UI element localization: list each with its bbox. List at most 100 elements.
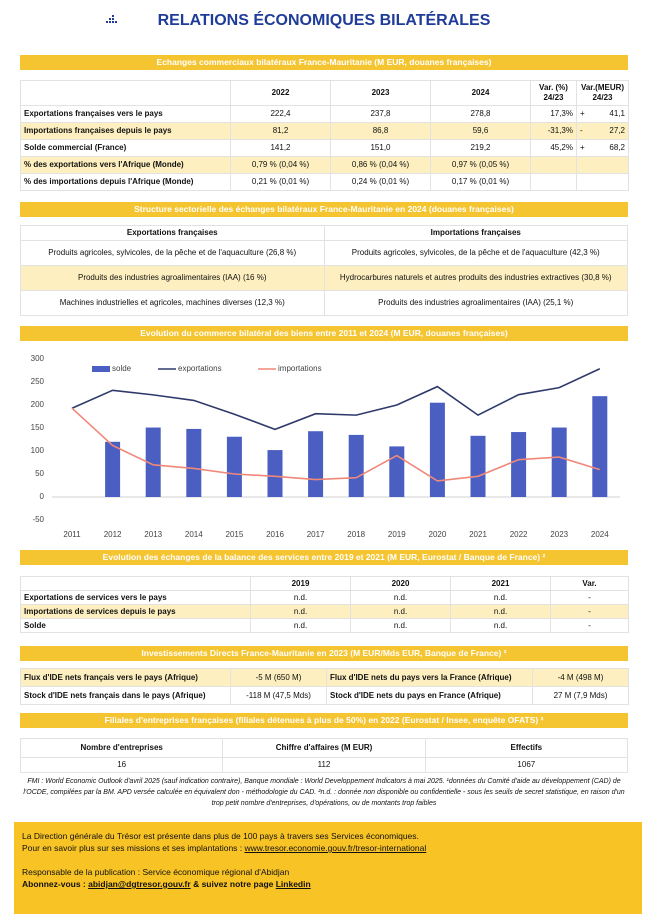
cell: 2020 xyxy=(350,576,451,591)
header-text: 24/23 xyxy=(592,93,613,102)
cell: Flux d'IDE nets français vers le pays (A… xyxy=(20,668,231,687)
email-link[interactable]: abidjan@dgtresor.gouv.fr xyxy=(88,879,191,889)
cell: 2021 xyxy=(450,576,551,591)
bar xyxy=(551,427,567,497)
cell: 112 xyxy=(222,757,426,773)
chart: -50 0 50 100 150 200 250 300 2011 2012 2013 2014 201… xyxy=(31,354,620,539)
legend-label: importations xyxy=(278,364,322,373)
cell: 237,8 xyxy=(330,105,431,123)
cell: +41,1 xyxy=(576,105,629,123)
cell xyxy=(576,156,629,174)
cell: 2022 xyxy=(230,80,331,106)
row: Produits agricoles, sylvicoles, de la pê… xyxy=(20,240,628,266)
cell: Exportations françaises vers le pays xyxy=(20,105,231,123)
row: Flux d'IDE nets français vers le pays (A… xyxy=(20,668,629,687)
row: Solde n.d. n.d. n.d. - xyxy=(20,618,629,633)
header-row: Exportations françaises Importations fran… xyxy=(20,225,628,241)
section-title: Evolution du commerce bilatéral des bien… xyxy=(20,326,628,341)
bar xyxy=(511,432,527,497)
cell: n.d. xyxy=(450,604,551,619)
cell: 222,4 xyxy=(230,105,331,123)
footer-line: Pour en savoir plus sur ses missions et … xyxy=(22,842,634,854)
x-tick-label: 2022 xyxy=(510,530,528,539)
trade-table: 2022 2023 2024 Var. (%) 24/23 Var.(MEUR) 24/23… xyxy=(20,80,629,191)
cell: n.d. xyxy=(450,590,551,605)
x-tick-label: 2019 xyxy=(388,530,406,539)
cell: Importations de services depuis le pays xyxy=(20,604,251,619)
cell: 1067 xyxy=(424,757,629,773)
cell xyxy=(530,173,577,191)
header-text: Var. (%) xyxy=(539,83,568,92)
x-tick-label: 2013 xyxy=(144,530,162,539)
cell: 151,0 xyxy=(330,139,431,157)
sectors-table: Exportations françaises Importations fran… xyxy=(20,225,628,316)
row: Produits des industries agroalimentaires… xyxy=(20,265,628,291)
cell: n.d. xyxy=(250,604,351,619)
x-tick-label: 2024 xyxy=(591,530,609,539)
cell: Importations françaises xyxy=(323,225,628,241)
bar xyxy=(429,402,445,497)
row: % des exportations vers l'Afrique (Monde… xyxy=(20,156,629,174)
cell: 0,97 % (0,05 %) xyxy=(430,156,531,174)
cell: Effectifs xyxy=(424,738,629,758)
footer-line: La Direction générale du Trésor est prés… xyxy=(22,831,419,841)
cell: Exportations de services vers le pays xyxy=(20,590,251,605)
y-tick-label: 150 xyxy=(31,423,45,432)
cell: 2023 xyxy=(330,80,431,106)
cell: Var. (%) 24/23 xyxy=(530,80,577,106)
y-tick-label: 300 xyxy=(31,354,45,363)
x-tick-label: 2014 xyxy=(185,530,203,539)
row: % des importations depuis l'Afrique (Mon… xyxy=(20,173,629,191)
cell: +68,2 xyxy=(576,139,629,157)
cell: -118 M (47,5 Mds) xyxy=(230,686,327,705)
x-tick-label: 2020 xyxy=(429,530,447,539)
cell: % des importations depuis l'Afrique (Mon… xyxy=(20,173,231,191)
link[interactable]: www.tresor.economie.gouv.fr/tresor-inter… xyxy=(244,843,427,853)
cell xyxy=(576,173,629,191)
page-title: RELATIONS ÉCONOMIQUES BILATÉRALES xyxy=(157,12,491,29)
cell: - 27,2 xyxy=(576,122,629,140)
bar xyxy=(105,441,121,497)
x-tick-label: 2021 xyxy=(469,530,487,539)
cell: Solde commercial (France) xyxy=(20,139,231,157)
header-text: Var.(MEUR) xyxy=(580,83,625,92)
cell: Exportations françaises xyxy=(20,225,325,241)
var-value: 41,1 xyxy=(609,109,625,118)
bar xyxy=(267,450,283,497)
cell: Var.(MEUR) 24/23 xyxy=(576,80,629,106)
y-tick-label: 0 xyxy=(40,492,45,501)
cell: Produits agricoles, sylvicoles, de la pê… xyxy=(20,240,325,266)
section-title: Echanges commerciaux bilatéraux France-M… xyxy=(20,55,628,70)
bar xyxy=(348,434,364,497)
x-tick-label: 2017 xyxy=(307,530,325,539)
x-tick-label: 2012 xyxy=(104,530,122,539)
x-tick-label: 2023 xyxy=(550,530,568,539)
cell: n.d. xyxy=(450,618,551,633)
footer-line: Abonnez-vous : abidjan@dgtresor.gouv.fr … xyxy=(22,878,634,890)
link[interactable]: Linkedin xyxy=(275,879,311,889)
bar xyxy=(389,446,405,497)
cell: - xyxy=(550,590,629,605)
bar xyxy=(226,436,242,497)
cell: 59,6 xyxy=(430,122,531,140)
section-title: Structure sectorielle des échanges bilat… xyxy=(20,202,628,217)
cell xyxy=(20,80,231,106)
sign: - xyxy=(580,126,583,135)
var-value: 27,2 xyxy=(609,126,625,135)
cell: 17,3% xyxy=(530,105,577,123)
cell: n.d. xyxy=(250,618,351,633)
bar xyxy=(470,435,486,497)
cell: Machines industrielles et agricoles, mac… xyxy=(20,290,325,316)
footer-line: Responsable de la publication : Service … xyxy=(22,867,290,877)
cell: 2019 xyxy=(250,576,351,591)
x-tick-label: 2018 xyxy=(347,530,365,539)
cell: Produits agricoles, sylvicoles, de la pê… xyxy=(323,240,628,266)
cell: Produits des industries agroalimentaires… xyxy=(20,265,325,291)
cell: 0,79 % (0,04 %) xyxy=(230,156,331,174)
logo xyxy=(106,15,117,23)
row: Machines industrielles et agricoles, mac… xyxy=(20,290,628,316)
bar xyxy=(145,427,161,497)
cell: Var. xyxy=(550,576,629,591)
section-title: Investissements Directs France-Mauritani… xyxy=(20,646,628,661)
